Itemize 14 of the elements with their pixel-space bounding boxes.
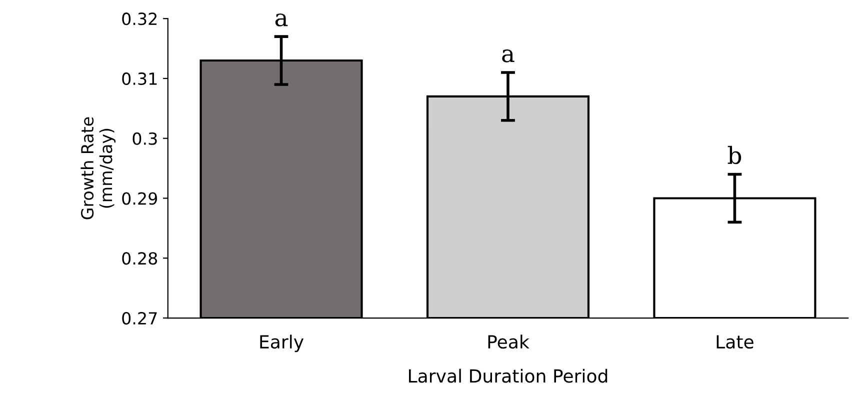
y-tick-label: 0.32 <box>122 12 157 26</box>
annotation: a <box>502 49 514 62</box>
y-tick-label: 0.31 <box>122 72 157 86</box>
x-tick-label: Late <box>716 335 754 349</box>
x-tick-label: Early <box>260 334 304 352</box>
y-axis-title: Growth Rate (mm/day) <box>80 117 116 220</box>
y-tick-label: 0.28 <box>122 252 158 265</box>
annotation: a <box>275 13 288 26</box>
annotation: b <box>728 146 742 164</box>
x-axis-title: Larval Duration Period <box>409 368 608 383</box>
y-tick-label: 0.29 <box>122 192 157 205</box>
y-tick-label: 0.3 <box>132 132 157 145</box>
y-tick-label: 0.27 <box>122 312 157 325</box>
x-tick-label: Peak <box>488 334 530 349</box>
